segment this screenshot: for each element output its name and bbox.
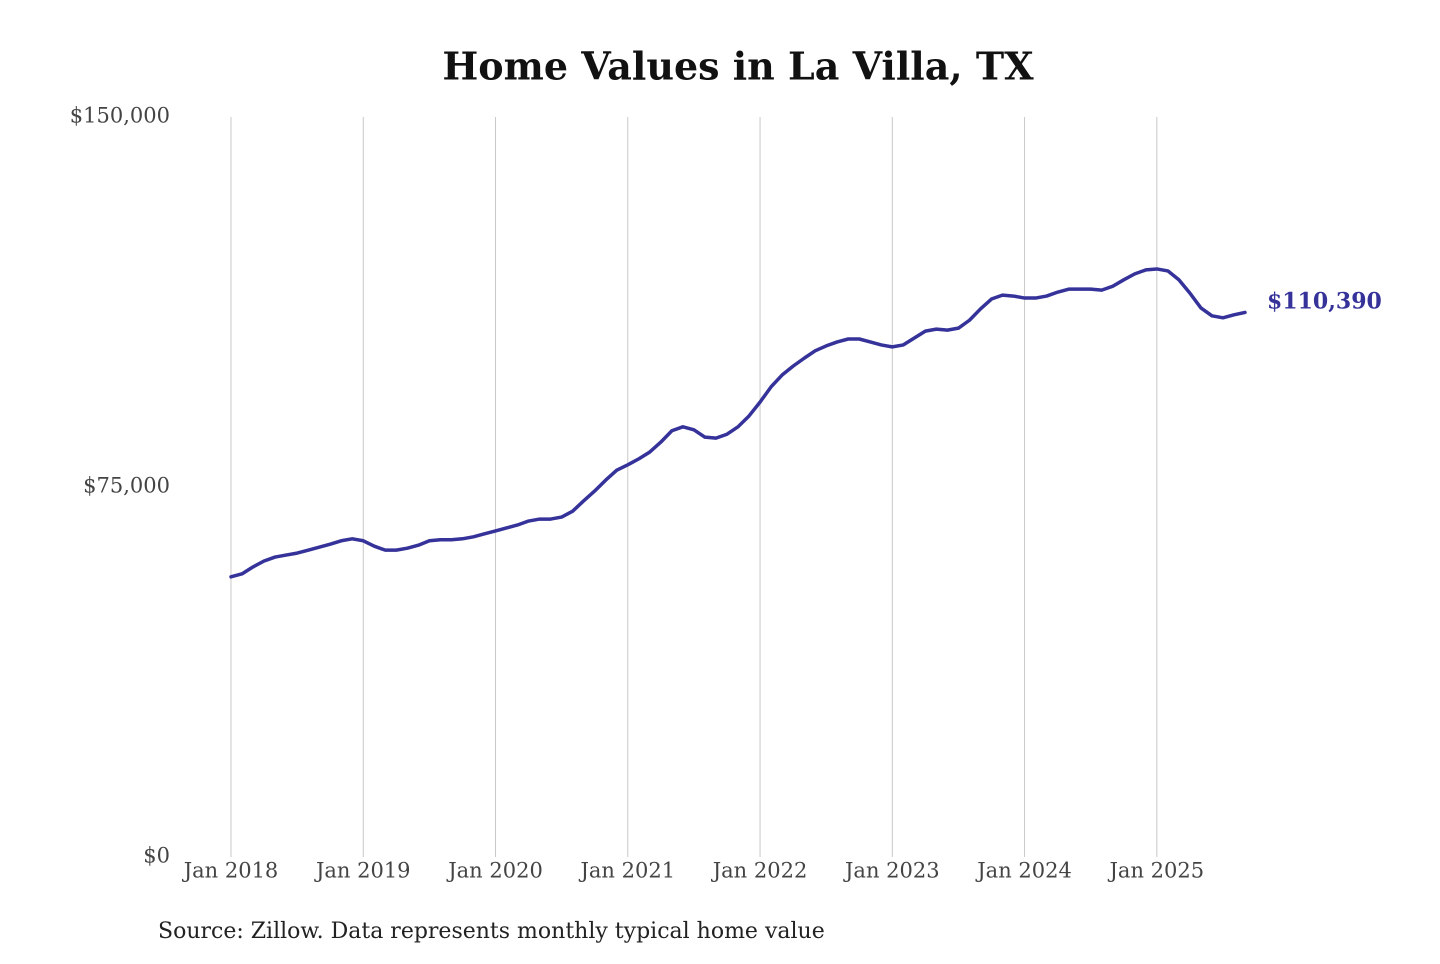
line-series [229,267,1247,579]
x-tick-label: Jan 2023 [843,859,940,883]
x-tick-label: Jan 2021 [578,859,675,883]
x-tick-label: Jan 2022 [711,859,808,883]
y-tick-label: $75,000 [83,474,170,498]
chart-title: Home Values in La Villa, TX [442,44,1034,89]
x-tick-label: Jan 2025 [1108,859,1205,883]
x-tick-label: Jan 2018 [182,859,279,883]
y-tick-label: $0 [143,844,170,868]
source-note: Source: Zillow. Data represents monthly … [158,919,825,944]
y-tick-label: $150,000 [70,104,170,128]
data-label: $110,390 [1267,288,1382,314]
x-tick-label: Jan 2019 [314,859,411,883]
x-tick-label: Jan 2024 [975,859,1072,883]
x-tick-label: Jan 2020 [446,859,543,883]
